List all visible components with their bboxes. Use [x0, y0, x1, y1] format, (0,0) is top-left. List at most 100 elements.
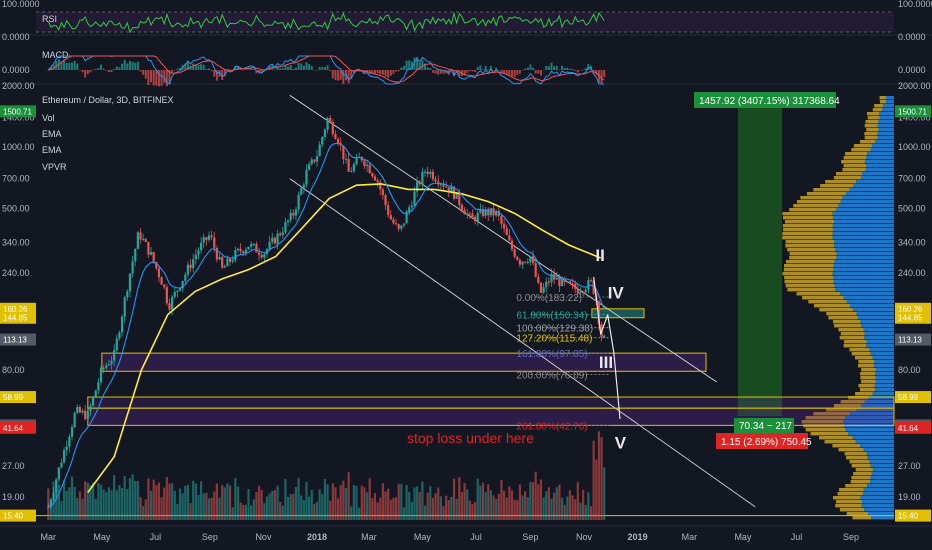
price-tag-right — [895, 421, 931, 434]
candle-body — [423, 171, 427, 173]
volume-bar — [413, 487, 416, 520]
legend-item-vpvr: VPVR — [42, 162, 67, 172]
vpvr-bar-buy — [866, 164, 894, 168]
vpvr-bar-sell — [787, 288, 836, 292]
macd-hist-bar — [418, 62, 421, 70]
volume-bar — [279, 501, 282, 520]
candle-body — [107, 364, 110, 366]
candle-body — [450, 186, 453, 193]
volume-bar — [421, 481, 424, 520]
vpvr-bar-sell — [874, 104, 884, 108]
volume-bar — [292, 494, 295, 520]
candle-body — [163, 284, 166, 288]
price-axis-left-label: 1400.00 — [2, 112, 35, 122]
candle-body — [447, 187, 450, 193]
time-axis[interactable]: Mar May Jul Sep Nov 2018 Mar May Jul Sep Nov 2019 Ma… — [0, 525, 932, 542]
candle-body — [289, 212, 292, 221]
macd-hist-bar — [463, 70, 466, 76]
macd-hist-bar — [302, 65, 305, 70]
vpvr-bar-sell — [813, 304, 850, 308]
volume-bar — [466, 489, 469, 520]
volume-bar — [128, 478, 132, 520]
vpvr-bar-buy — [870, 480, 894, 484]
candle-body — [302, 184, 305, 188]
volume-bar — [473, 502, 477, 520]
volume-bar — [242, 504, 245, 520]
macd-hist-bar — [405, 60, 408, 70]
vpvr-bar-sell — [860, 376, 876, 380]
volume-bar — [271, 491, 274, 520]
price-axis-right-label: 700.00 — [898, 174, 926, 184]
macd-hist-bar — [255, 70, 258, 74]
volume-bar — [276, 485, 279, 520]
vpvr-bar-buy — [878, 128, 894, 132]
vpvr-bar-sell — [843, 156, 867, 160]
candle-body — [205, 237, 208, 240]
volume-bar — [228, 485, 232, 520]
candle-body — [400, 225, 403, 229]
candle-body — [202, 237, 205, 243]
vpvr-bar-sell — [846, 512, 868, 516]
volume-bar — [402, 507, 406, 520]
vpvr-bar-sell — [800, 196, 843, 200]
candle-body — [99, 368, 103, 383]
candle-body — [157, 268, 161, 278]
candle-body — [500, 215, 503, 224]
vpvr-bar-sell — [844, 452, 867, 456]
candle-body — [323, 129, 327, 138]
volume-bar — [502, 490, 506, 520]
rsi-pane[interactable]: RSI 100.0000 100.0000 0.0000 0.0000 — [0, 0, 932, 42]
macd-hist-bar — [518, 70, 521, 74]
volume-bar — [200, 481, 203, 520]
candle-body — [603, 335, 606, 338]
macd-hist-bar — [500, 70, 503, 74]
volume-bar — [194, 483, 197, 520]
candle-body — [582, 291, 585, 293]
volume-bar — [313, 503, 316, 520]
macd-hist-bar — [323, 67, 326, 70]
candle-body — [194, 254, 197, 260]
price-tag-right-label: 160.26 — [898, 305, 923, 314]
vpvr-bar-sell — [845, 484, 868, 488]
candle-body — [228, 258, 232, 262]
candle-body — [234, 250, 237, 261]
volume-bar — [534, 471, 537, 520]
volume-bar — [265, 496, 269, 520]
volume-bar — [442, 506, 445, 520]
candle-body — [397, 224, 400, 229]
candle-body — [247, 246, 250, 250]
vpvr-bar-buy — [872, 392, 894, 396]
volume-bar — [223, 487, 226, 520]
candle-body — [402, 223, 406, 226]
wave-projection-path — [593, 276, 621, 420]
zone-wave-four — [591, 308, 645, 319]
volume-bar — [560, 497, 564, 520]
macd-hist-bar — [128, 60, 131, 70]
volume-bar — [452, 478, 456, 520]
price-axis-left[interactable]: 2000.00 1400.00 1000.00 700.00 500.00 340.00 2… — [0, 81, 36, 522]
volume-bar — [476, 478, 479, 520]
macd-hist-bar — [63, 59, 66, 70]
candle-body — [505, 228, 508, 236]
volume-bar — [489, 490, 493, 520]
macd-hist-bar — [97, 67, 100, 70]
candle-body — [458, 192, 461, 205]
macd-hist-bar — [126, 63, 129, 70]
macd-hist-bar — [434, 70, 437, 74]
volume-bar — [231, 507, 234, 520]
vpvr-bar-buy — [878, 120, 894, 124]
price-axis-right[interactable]: 2000.00 1400.00 1000.00 700.00 500.00 340.00 2… — [895, 81, 931, 522]
candle-body — [350, 171, 353, 173]
volume-bar — [294, 486, 298, 520]
vpvr-bar-sell — [859, 388, 876, 392]
time-axis-label: Sep — [843, 532, 859, 542]
candle-body — [105, 365, 108, 369]
macd-pane[interactable]: MACD 0.0000 0.0000 — [0, 50, 932, 87]
macd-hist-bar — [484, 65, 487, 70]
stop-box — [716, 433, 808, 449]
price-pane[interactable]: 0.00%(183.22) 61.80%(150.34) 100.00%(129.3… — [0, 81, 931, 522]
macd-hist-bar — [152, 70, 155, 86]
macd-hist-bar — [208, 68, 211, 70]
volume-bar — [410, 502, 413, 520]
